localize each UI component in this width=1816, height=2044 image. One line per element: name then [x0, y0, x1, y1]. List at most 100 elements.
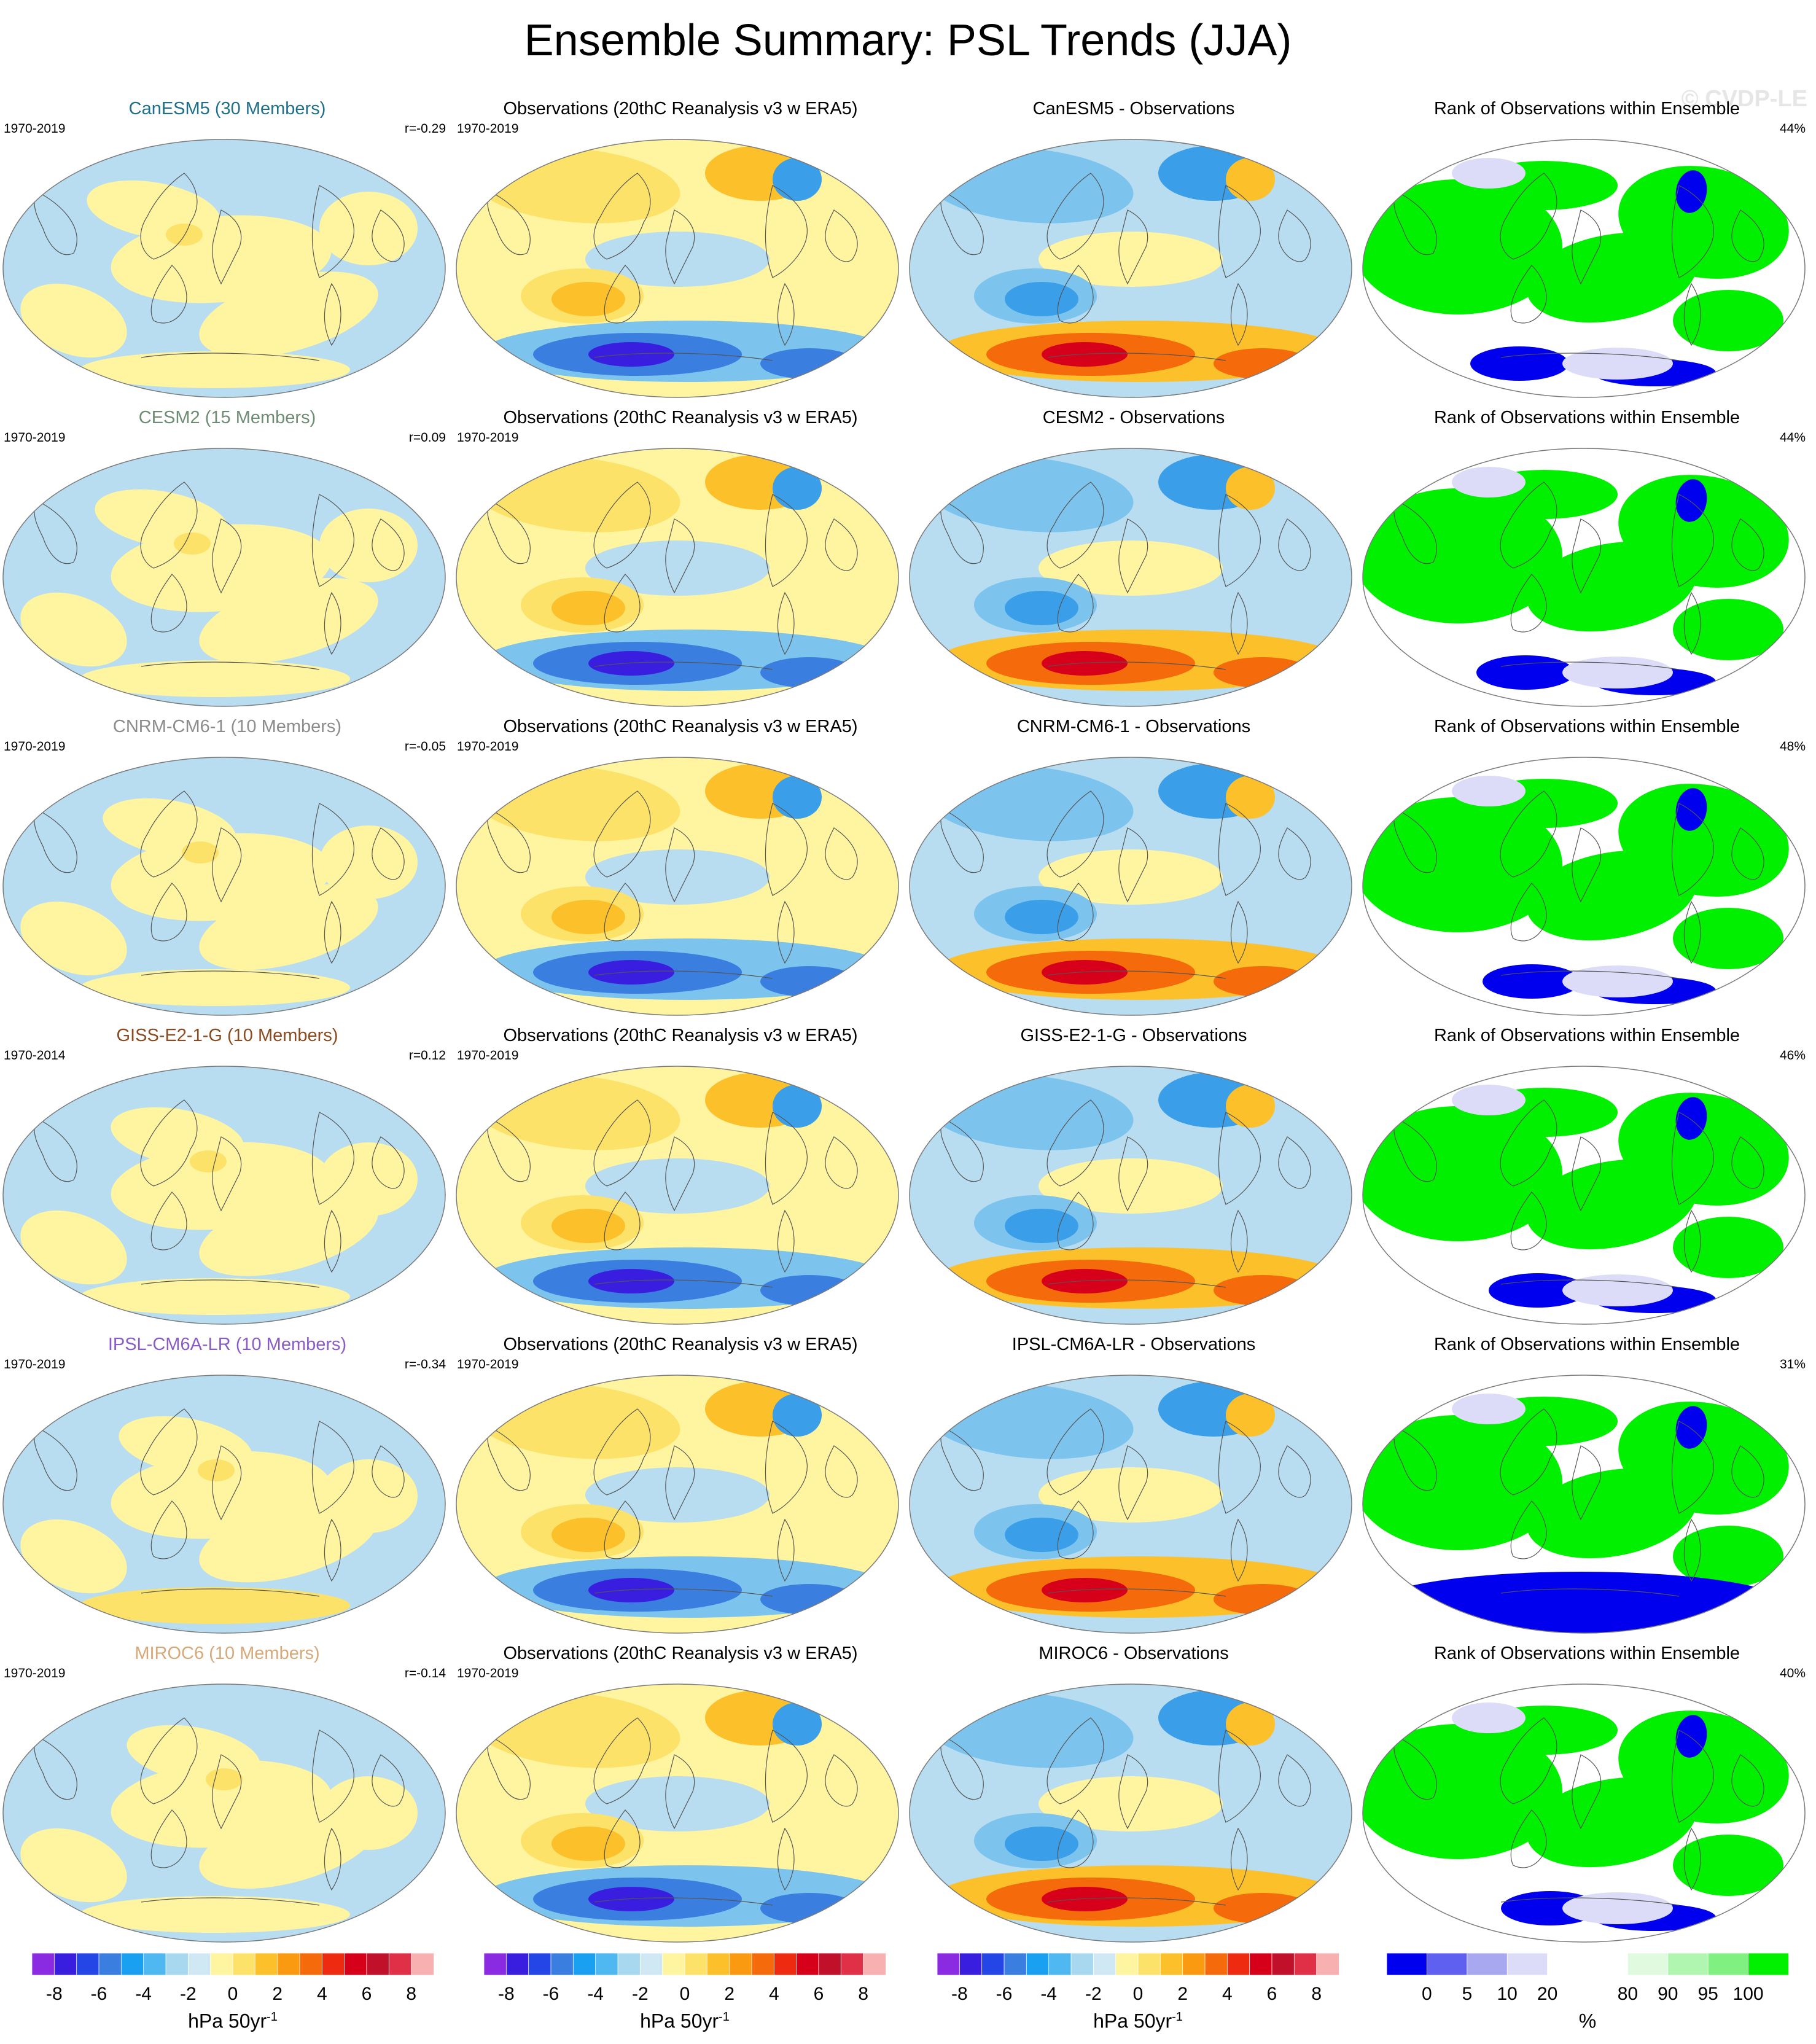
- period-label: 1970-2019: [457, 1048, 519, 1063]
- model-panel-title: MIROC6 (10 Members): [134, 1644, 320, 1663]
- colorbar: -8 -6 -4 -2 0 2 4 6 8 hPa 50yr-1: [29, 1952, 436, 2038]
- colorbar-tick-label: 2: [272, 1984, 283, 2004]
- colorbar-swatch: [662, 1952, 685, 1976]
- colorbar-tick-label: -8: [498, 1984, 515, 2004]
- colorbar-swatch: [1506, 1952, 1548, 1976]
- model-panel-title: IPSL-CM6A-LR (10 Members): [107, 1335, 347, 1354]
- obs-map: [453, 754, 902, 1021]
- colorbar-swatch: [1204, 1952, 1228, 1976]
- colorbar-swatch: [1316, 1952, 1339, 1976]
- colorbar-swatch: [1249, 1952, 1272, 1976]
- colorbar-tick-label: -4: [1040, 1984, 1057, 2004]
- model-panel: CESM2 (15 Members) 1970-2019 r=0.09: [0, 407, 454, 716]
- diff-panel: CanESM5 - Observations: [906, 98, 1361, 407]
- colorbar-tick-label: -4: [135, 1984, 152, 2004]
- colorbar-tick-label: -6: [91, 1984, 107, 2004]
- colorbar-tick-label: 90: [1658, 1984, 1678, 2004]
- colorbar-tick-label: 2: [724, 1984, 735, 2004]
- model-panel: CNRM-CM6-1 (10 Members) 1970-2019 r=-0.05: [0, 716, 454, 1024]
- period-label: 1970-2019: [4, 431, 66, 445]
- obs-panel-title: Observations (20thC Reanalysis v3 w ERA5…: [503, 408, 858, 427]
- obs-panel: Observations (20thC Reanalysis v3 w ERA5…: [453, 1025, 908, 1333]
- obs-panel: Observations (20thC Reanalysis v3 w ERA5…: [453, 716, 908, 1024]
- colorbar-swatch: [210, 1952, 233, 1976]
- colorbar-swatch: [165, 1952, 189, 1976]
- rank-percent-label: 44%: [1779, 122, 1806, 136]
- colorbar-swatch: [232, 1952, 256, 1976]
- colorbar-swatch: [98, 1952, 122, 1976]
- colorbar-swatch: [639, 1952, 663, 1976]
- period-label: 1970-2019: [4, 1357, 66, 1371]
- colorbar-swatch: [751, 1952, 775, 1976]
- rank-percent-label: 40%: [1779, 1666, 1806, 1680]
- colorbar-swatch: [143, 1952, 166, 1976]
- rank-map: [1360, 1681, 1808, 1948]
- colorbar-units: hPa 50yr-1: [29, 2005, 436, 2034]
- colorbar-swatch: [366, 1952, 390, 1976]
- colorbar-swatch: [1070, 1952, 1094, 1976]
- colorbar-swatch: [840, 1952, 864, 1976]
- colorbar-tick-label: -4: [587, 1984, 604, 2004]
- pattern-correlation-label: r=-0.14: [404, 1666, 446, 1680]
- diff-panel-title: IPSL-CM6A-LR - Observations: [1011, 1335, 1256, 1354]
- colorbar-swatch: [1427, 1952, 1468, 1976]
- colorbar-tick-label: -8: [951, 1984, 968, 2004]
- rank-panel: Rank of Observations within Ensemble 31%: [1360, 1334, 1814, 1642]
- colorbar-swatch: [773, 1952, 797, 1976]
- model-panel-title: GISS-E2-1-G (10 Members): [116, 1026, 338, 1045]
- colorbar-swatch: [76, 1952, 99, 1976]
- diff-map: [906, 1063, 1355, 1330]
- period-label: 1970-2019: [4, 739, 66, 754]
- model-panel-title: CESM2 (15 Members): [138, 408, 316, 427]
- model-panel: MIROC6 (10 Members) 1970-2019 r=-0.14: [0, 1643, 454, 1951]
- diff-map: [906, 1372, 1355, 1639]
- model-map: [0, 754, 448, 1021]
- colorbar-swatch: [1748, 1952, 1789, 1976]
- colorbar-tick-label: 6: [814, 1984, 824, 2004]
- period-label: 1970-2019: [457, 1666, 519, 1680]
- colorbar-tick-label: 6: [1267, 1984, 1277, 2004]
- colorbar-tick-label: 20: [1537, 1984, 1557, 2004]
- colorbar-tick-label: 2: [1177, 1984, 1188, 2004]
- colorbar-swatch: [1587, 1952, 1629, 1976]
- colorbar-tick-label: -2: [180, 1984, 197, 2004]
- colorbar-tick-label: 100: [1733, 1984, 1764, 2004]
- colorbar-tick-label: 8: [406, 1984, 416, 2004]
- colorbar: -8 -6 -4 -2 0 2 4 6 8 hPa 50yr-1: [481, 1952, 888, 2038]
- colorbar-tick-label: -8: [46, 1984, 63, 2004]
- rank-map: [1360, 1063, 1808, 1330]
- rank-percent-label: 48%: [1779, 739, 1806, 754]
- colorbar-swatch: [1707, 1952, 1749, 1976]
- rank-percent-label: 44%: [1779, 431, 1806, 445]
- colorbar-swatch: [1271, 1952, 1295, 1976]
- colorbar-tick-label: 0: [1133, 1984, 1144, 2004]
- colorbar-swatch: [299, 1952, 323, 1976]
- pattern-correlation-label: r=0.12: [408, 1048, 446, 1063]
- colorbar-units: %: [1384, 2005, 1791, 2034]
- colorbar-swatch: [344, 1952, 367, 1976]
- rank-panel-title: Rank of Observations within Ensemble: [1433, 99, 1740, 119]
- diff-panel-title: MIROC6 - Observations: [1039, 1644, 1229, 1663]
- colorbar-swatch: [863, 1952, 886, 1976]
- pattern-correlation-label: r=-0.05: [404, 739, 446, 754]
- colorbar-tick-label: -2: [1085, 1984, 1102, 2004]
- colorbar-tick-label: 8: [858, 1984, 868, 2004]
- colorbar-tick-label: 4: [769, 1984, 779, 2004]
- rank-panel-title: Rank of Observations within Ensemble: [1433, 1335, 1740, 1354]
- colorbar-swatch: [483, 1952, 507, 1976]
- period-label: 1970-2019: [457, 739, 519, 754]
- colorbar-swatch: [277, 1952, 300, 1976]
- colorbar-swatch: [1159, 1952, 1183, 1976]
- colorbar-swatch: [572, 1952, 596, 1976]
- period-label: 1970-2019: [457, 1357, 519, 1371]
- pattern-correlation-label: r=-0.34: [404, 1357, 446, 1371]
- period-label: 1970-2019: [457, 431, 519, 445]
- rank-panel: Rank of Observations within Ensemble 40%: [1360, 1643, 1814, 1951]
- obs-panel: Observations (20thC Reanalysis v3 w ERA5…: [453, 1643, 908, 1951]
- diff-panel-title: CESM2 - Observations: [1042, 408, 1225, 427]
- colorbar-swatch: [796, 1952, 819, 1976]
- colorbar-swatch: [550, 1952, 574, 1976]
- model-map: [0, 1681, 448, 1948]
- colorbar-swatch: [254, 1952, 278, 1976]
- colorbar-swatch: [1386, 1952, 1428, 1976]
